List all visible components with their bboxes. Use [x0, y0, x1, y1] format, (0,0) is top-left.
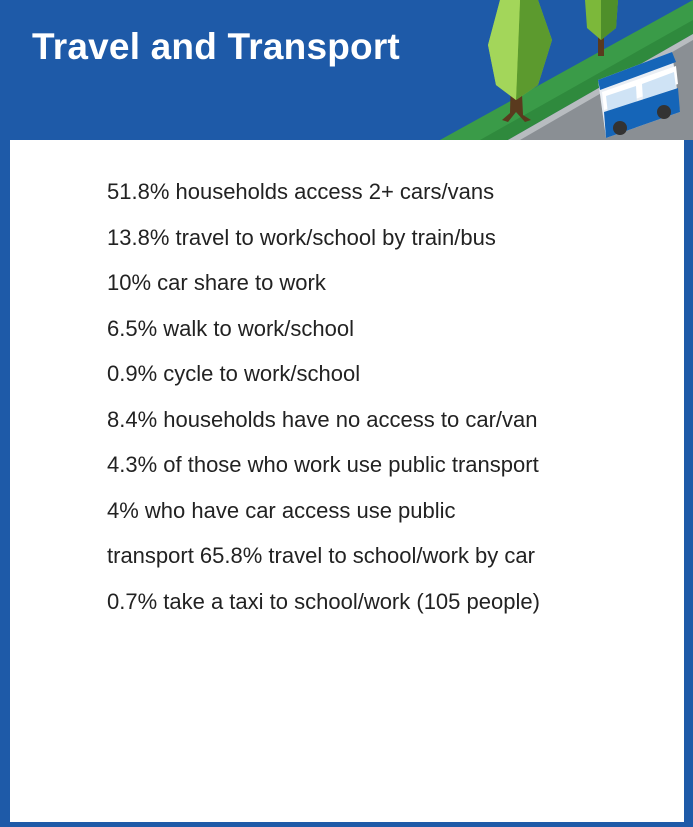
grass-verge-dark	[480, 20, 693, 140]
stat-item: 0.9% cycle to work/school	[107, 361, 361, 386]
stats-list: 51.8% households access 2+ cars/vans 13.…	[107, 169, 540, 624]
stats-panel: 51.8% households access 2+ cars/vans 13.…	[10, 140, 684, 822]
page-title: Travel and Transport	[32, 26, 400, 67]
stat-item: 6.5% walk to work/school	[107, 315, 354, 341]
bus-icon	[598, 52, 680, 138]
stat-item: 4.3% of those who work use public transp…	[107, 452, 539, 477]
stat-item: 10% car share to work	[107, 270, 326, 295]
header-banner: Travel and Transport	[0, 0, 693, 140]
grass-verge	[440, 0, 693, 140]
tree-icon	[585, 0, 618, 56]
stat-item: 8.4% households have no access to car/va…	[107, 406, 538, 432]
stat-item: transport 65.8% travel to school/work by…	[107, 543, 535, 568]
stat-item: 13.8% travel to work/school by train/bus	[107, 224, 496, 250]
stat-item: 4% who have car access use public	[107, 497, 456, 523]
stat-item: 51.8% households access 2+ cars/vans	[107, 179, 495, 204]
tree-road-bus-illustration	[440, 0, 693, 140]
tree-icon	[488, 0, 552, 122]
stat-item: 0.7% take a taxi to school/work (105 peo…	[107, 588, 540, 614]
